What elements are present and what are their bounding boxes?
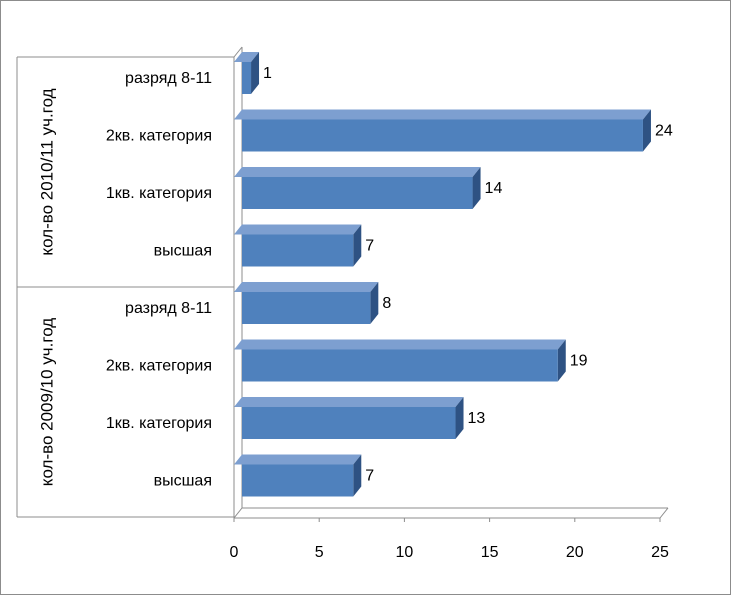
- data-label: 1: [263, 65, 272, 82]
- side-wall-top: [233, 46, 243, 58]
- category-label: высшая: [154, 243, 212, 260]
- data-labels: 1 24 14 7 8 19 13 7: [263, 65, 673, 485]
- x-tick-label: 0: [230, 544, 239, 561]
- bar-top-face: [234, 52, 260, 62]
- bar: [242, 177, 473, 209]
- bar: [242, 464, 354, 497]
- category-label: разряд 8-11: [125, 300, 212, 317]
- bar-top-face: [234, 397, 464, 407]
- x-tick-label: 25: [651, 544, 669, 561]
- bars: [234, 52, 651, 497]
- bar-top-face: [234, 339, 566, 350]
- x-tick-label: 20: [566, 544, 584, 561]
- group-label: кол-во 2009/10 уч.год: [37, 318, 56, 486]
- category-labels: разряд 8-11 2кв. категория 1кв. категория в…: [106, 70, 212, 490]
- x-tick-label: 10: [396, 544, 414, 561]
- x-axis-ticks: 0 5 10 15 20 25: [230, 518, 669, 561]
- data-label: 19: [570, 353, 588, 370]
- bar: [242, 234, 354, 267]
- category-label: 2кв. категория: [106, 128, 212, 145]
- data-label: 14: [485, 180, 503, 197]
- bar-top-face: [234, 167, 481, 177]
- bar-top-face: [234, 224, 362, 235]
- category-label: высшая: [154, 473, 212, 490]
- x-tick-label: 15: [481, 544, 499, 561]
- bar-top-face: [234, 282, 379, 292]
- data-label: 7: [365, 238, 374, 255]
- bar-side-face: [370, 282, 379, 324]
- floor-right-edge: [659, 507, 669, 519]
- x-tick-label: 5: [315, 544, 324, 561]
- data-label: 13: [468, 410, 486, 427]
- bar: [242, 292, 371, 324]
- data-label: 8: [382, 295, 391, 312]
- bar-side-face: [557, 339, 566, 382]
- category-label: разряд 8-11: [125, 70, 212, 87]
- bar-side-face: [455, 397, 464, 439]
- bar-side-face: [472, 167, 481, 209]
- data-label: 24: [655, 123, 673, 140]
- category-label: 1кв. категория: [106, 185, 212, 202]
- bar: [242, 62, 252, 94]
- group-label: кол-во 2010/11 уч.год: [37, 88, 56, 255]
- group-labels: кол-во 2010/11 уч.год кол-во 2009/10 уч.г…: [37, 88, 56, 486]
- bar-top-face: [234, 109, 651, 120]
- floor-corner-line: [233, 507, 243, 519]
- bar-side-face: [251, 52, 260, 94]
- bar-side-face: [353, 224, 362, 267]
- data-label: 7: [365, 468, 374, 485]
- bar-side-face: [353, 454, 362, 497]
- bar-side-face: [642, 109, 651, 152]
- bar: [242, 119, 643, 152]
- bar: [242, 407, 456, 439]
- bar: [242, 349, 558, 382]
- category-label: 2кв. категория: [106, 358, 212, 375]
- category-label: 1кв. категория: [106, 415, 212, 432]
- bar-top-face: [234, 454, 362, 465]
